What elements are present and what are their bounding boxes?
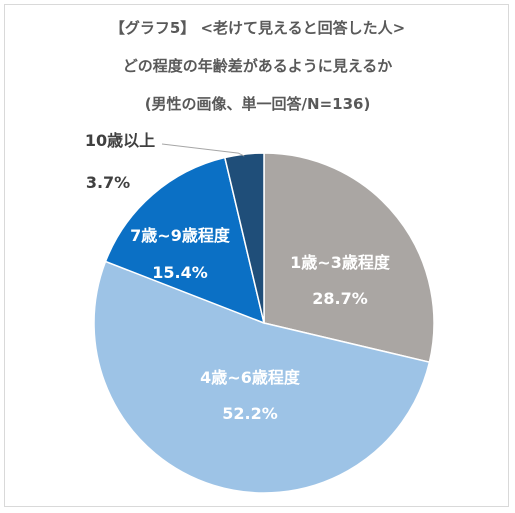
pie-slices	[93, 152, 435, 494]
slice-value-label-1: 52.2%	[222, 404, 278, 423]
slice-category-label-3: 10歳以上	[85, 131, 155, 150]
slice-labels: 1歳~3歳程度 28.7% 4歳~6歳程度 52.2% 7歳~9歳程度 15.4% 10歳以…	[85, 131, 391, 423]
pie-slice-0	[263, 152, 435, 364]
slice-category-label-0: 1歳~3歳程度	[290, 253, 391, 272]
pie-slice-1	[93, 260, 431, 494]
leader-line-3	[161, 143, 245, 157]
pie-slice-3	[223, 152, 265, 324]
slice-value-label-3: 3.7%	[86, 173, 130, 192]
slice-category-label-2: 7歳~9歳程度	[130, 226, 231, 245]
leader-lines	[161, 143, 245, 157]
chart-title-line-1: 【グラフ5】 <老けて見えると回答した人>	[109, 19, 406, 37]
slice-value-label-2: 15.4%	[152, 263, 208, 282]
slice-category-label-1: 4歳~6歳程度	[200, 368, 301, 387]
slice-value-label-0: 28.7%	[312, 289, 368, 308]
chart-title-line-3: (男性の画像、単一回答/N=136)	[144, 95, 371, 113]
pie-slice-2	[104, 156, 266, 325]
chart-title-line-2: どの程度の年齢差があるように見えるか	[122, 57, 393, 75]
